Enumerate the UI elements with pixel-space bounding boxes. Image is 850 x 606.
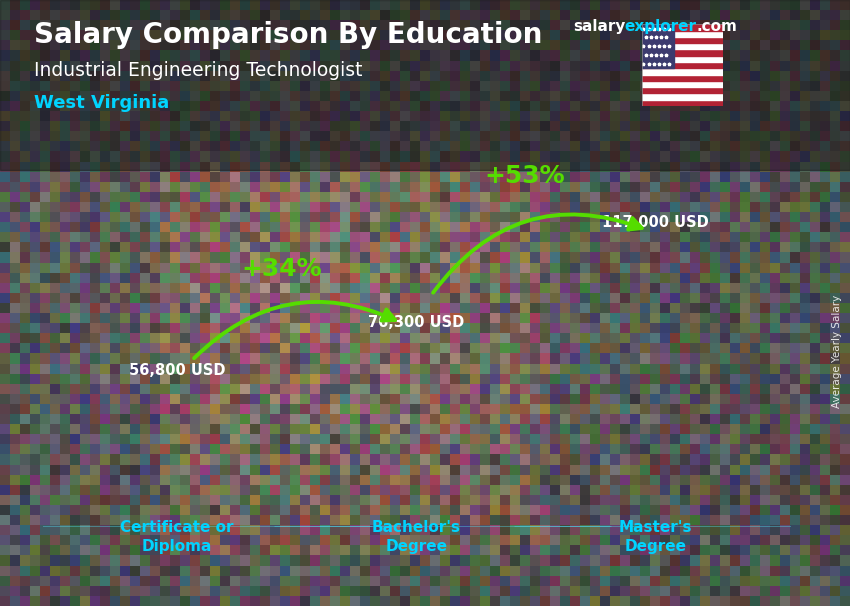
Bar <box>642 37 722 43</box>
Bar <box>642 24 674 68</box>
Bar <box>642 81 722 87</box>
Bar <box>642 50 722 56</box>
Text: West Virginia: West Virginia <box>34 94 169 112</box>
Text: Salary Comparison By Education: Salary Comparison By Education <box>34 21 542 49</box>
Text: salary: salary <box>574 19 626 35</box>
Bar <box>642 43 722 50</box>
Text: 56,800 USD: 56,800 USD <box>129 363 225 378</box>
Text: Master's
Degree: Master's Degree <box>619 520 693 554</box>
Bar <box>642 93 722 100</box>
Text: Average Yearly Salary: Average Yearly Salary <box>832 295 842 408</box>
Text: +34%: +34% <box>241 257 322 281</box>
Bar <box>642 87 722 93</box>
Bar <box>642 75 722 81</box>
Text: Certificate or
Diploma: Certificate or Diploma <box>121 520 234 554</box>
Bar <box>0 0 850 170</box>
Bar <box>642 100 722 106</box>
Text: explorer: explorer <box>625 19 697 35</box>
Text: Industrial Engineering Technologist: Industrial Engineering Technologist <box>34 61 362 79</box>
Bar <box>642 62 722 68</box>
Bar <box>642 56 722 62</box>
Text: .com: .com <box>697 19 738 35</box>
Bar <box>642 30 722 37</box>
Text: +53%: +53% <box>484 164 565 188</box>
Bar <box>642 24 722 30</box>
Text: 76,300 USD: 76,300 USD <box>368 315 465 330</box>
Text: Bachelor's
Degree: Bachelor's Degree <box>372 520 461 554</box>
Text: 117,000 USD: 117,000 USD <box>603 216 709 230</box>
Bar <box>642 68 722 75</box>
